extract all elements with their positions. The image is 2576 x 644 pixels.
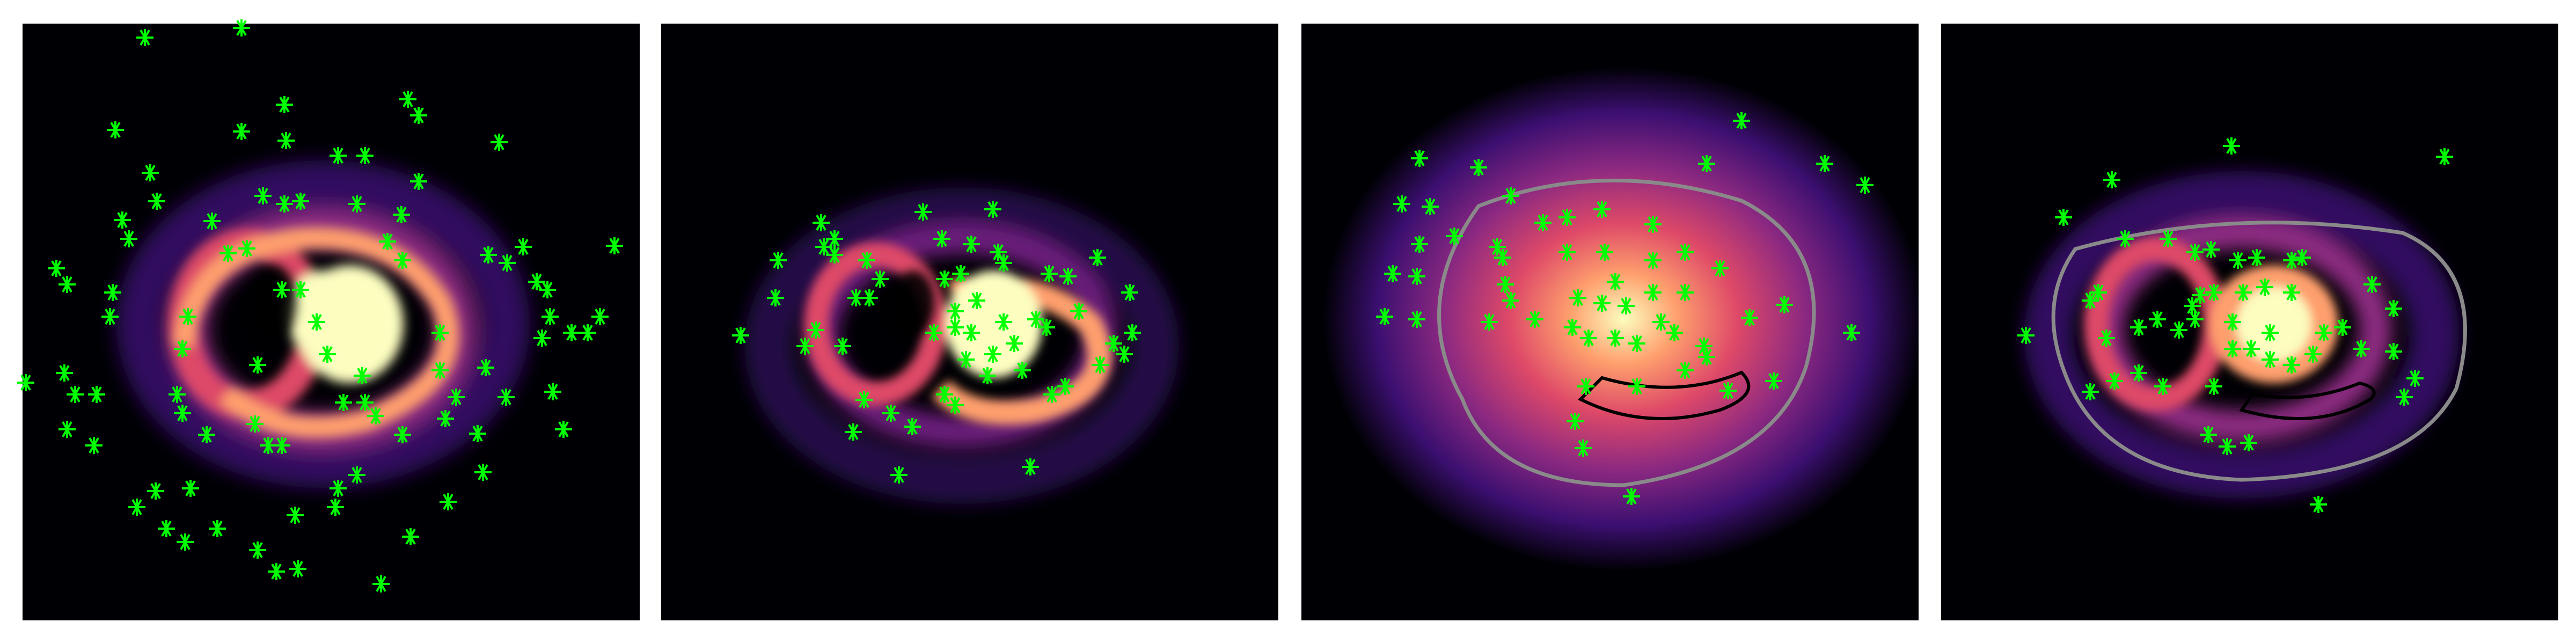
- contour-outer: [2051, 221, 2467, 482]
- contour-inner: [2239, 381, 2376, 420]
- contour-inner: [1577, 370, 1751, 420]
- panel-1-image: [23, 24, 640, 620]
- panel-1-galaxy-map: [23, 24, 640, 620]
- panel-4-residual-map: [1941, 24, 2558, 620]
- panel-4-image: [1941, 24, 2558, 620]
- panel-3-model-map: [1301, 24, 1919, 620]
- contour-outer: [1437, 178, 1816, 487]
- panel-3-image: [1301, 24, 1919, 620]
- panel-2-galaxy-map: [661, 24, 1278, 620]
- panel-2-image: [661, 24, 1278, 620]
